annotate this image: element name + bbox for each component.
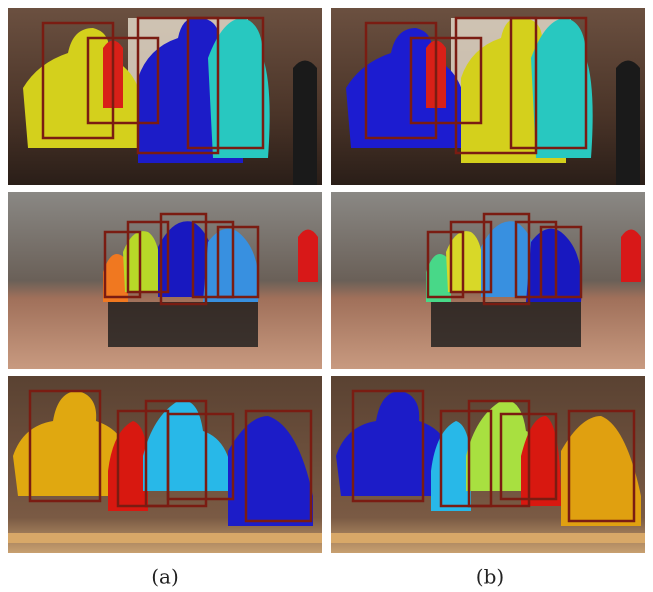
panel-3a xyxy=(8,376,322,553)
caption-b: (b) xyxy=(476,565,504,589)
panel-2a xyxy=(8,192,322,369)
panel-1b xyxy=(331,8,645,185)
panel-2b xyxy=(331,192,645,369)
panel-1a xyxy=(8,8,322,185)
panel-3b xyxy=(331,376,645,553)
caption-a: (a) xyxy=(151,565,179,589)
